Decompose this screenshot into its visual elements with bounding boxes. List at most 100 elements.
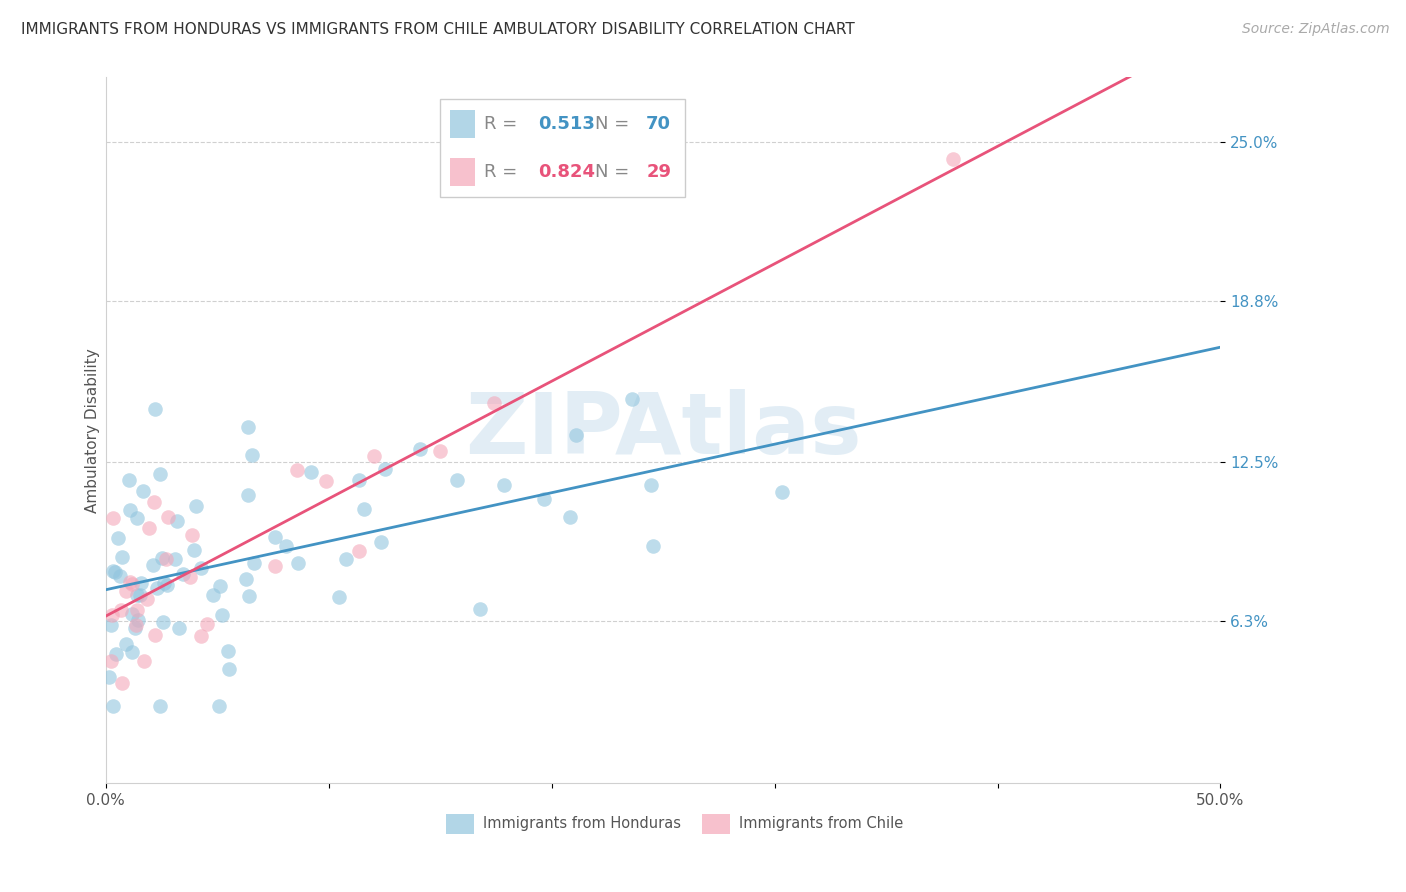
Point [121, 645, 143, 659]
Point [558, 509, 581, 524]
Point [533, 491, 555, 506]
Point [111, 676, 134, 690]
Point [156, 577, 179, 591]
Point [111, 550, 134, 565]
Point [118, 503, 141, 517]
Point [190, 630, 212, 644]
Point [211, 608, 233, 623]
Point [115, 636, 138, 650]
Point [125, 618, 148, 632]
Point [166, 514, 188, 528]
Point [124, 621, 146, 635]
Point [640, 478, 662, 492]
Point [446, 473, 468, 487]
Point [274, 539, 297, 553]
Point [110, 603, 132, 617]
Point [121, 577, 143, 591]
Point [207, 698, 229, 713]
Point [238, 590, 260, 604]
Point [100, 618, 122, 632]
Point [942, 153, 965, 167]
Point [98, 670, 121, 684]
Point [127, 589, 149, 603]
Point [236, 419, 259, 434]
Point [132, 484, 155, 499]
Point [100, 654, 122, 668]
Point [363, 449, 385, 463]
Point [107, 532, 129, 546]
Point [103, 511, 125, 525]
Y-axis label: Ambulatory Disability: Ambulatory Disability [86, 348, 100, 513]
Point [370, 535, 392, 549]
Point [235, 572, 257, 586]
Point [186, 499, 208, 513]
Point [287, 556, 309, 570]
Bar [702, 814, 730, 834]
Point [115, 584, 138, 599]
Point [134, 654, 156, 668]
Point [264, 559, 287, 574]
Point [157, 509, 180, 524]
Point [285, 462, 308, 476]
Point [641, 539, 664, 553]
Point [408, 442, 430, 456]
Point [142, 558, 165, 573]
Point [564, 428, 586, 442]
Text: ZIPAtlas: ZIPAtlas [465, 389, 862, 472]
Point [492, 478, 515, 492]
Point [180, 528, 202, 542]
Point [328, 590, 350, 604]
Point [242, 557, 264, 571]
Point [149, 698, 172, 713]
Text: Immigrants from Chile: Immigrants from Chile [740, 816, 903, 831]
Point [135, 592, 157, 607]
Point [138, 521, 160, 535]
Point [120, 574, 142, 589]
Point [128, 588, 150, 602]
Point [482, 396, 505, 410]
Point [121, 607, 143, 621]
Point [152, 550, 174, 565]
Text: Source: ZipAtlas.com: Source: ZipAtlas.com [1241, 22, 1389, 37]
Point [264, 530, 287, 544]
Point [195, 617, 218, 632]
Point [148, 467, 170, 482]
Point [190, 561, 212, 575]
Point [101, 607, 124, 622]
Point [201, 588, 224, 602]
Point [238, 488, 260, 502]
Point [470, 601, 492, 615]
Point [153, 576, 176, 591]
Bar [446, 814, 474, 834]
Point [172, 567, 194, 582]
Point [105, 647, 128, 661]
Point [183, 543, 205, 558]
Point [146, 581, 169, 595]
Point [347, 543, 370, 558]
Point [315, 474, 337, 488]
Point [299, 465, 322, 479]
Point [335, 552, 357, 566]
Point [103, 564, 125, 578]
Point [217, 644, 239, 658]
Text: IMMIGRANTS FROM HONDURAS VS IMMIGRANTS FROM CHILE AMBULATORY DISABILITY CORRELAT: IMMIGRANTS FROM HONDURAS VS IMMIGRANTS F… [21, 22, 855, 37]
Point [127, 603, 149, 617]
Point [209, 579, 232, 593]
Point [374, 462, 396, 476]
Point [218, 662, 240, 676]
Point [101, 698, 124, 713]
Point [143, 628, 166, 642]
Point [167, 621, 190, 635]
Point [127, 511, 149, 525]
Point [143, 495, 166, 509]
Point [155, 552, 177, 566]
Point [240, 448, 263, 462]
Point [353, 502, 375, 516]
Point [429, 444, 451, 458]
Point [110, 569, 132, 583]
Point [152, 615, 174, 629]
Point [770, 485, 793, 500]
Point [143, 401, 166, 416]
Point [118, 473, 141, 487]
Point [179, 569, 201, 583]
